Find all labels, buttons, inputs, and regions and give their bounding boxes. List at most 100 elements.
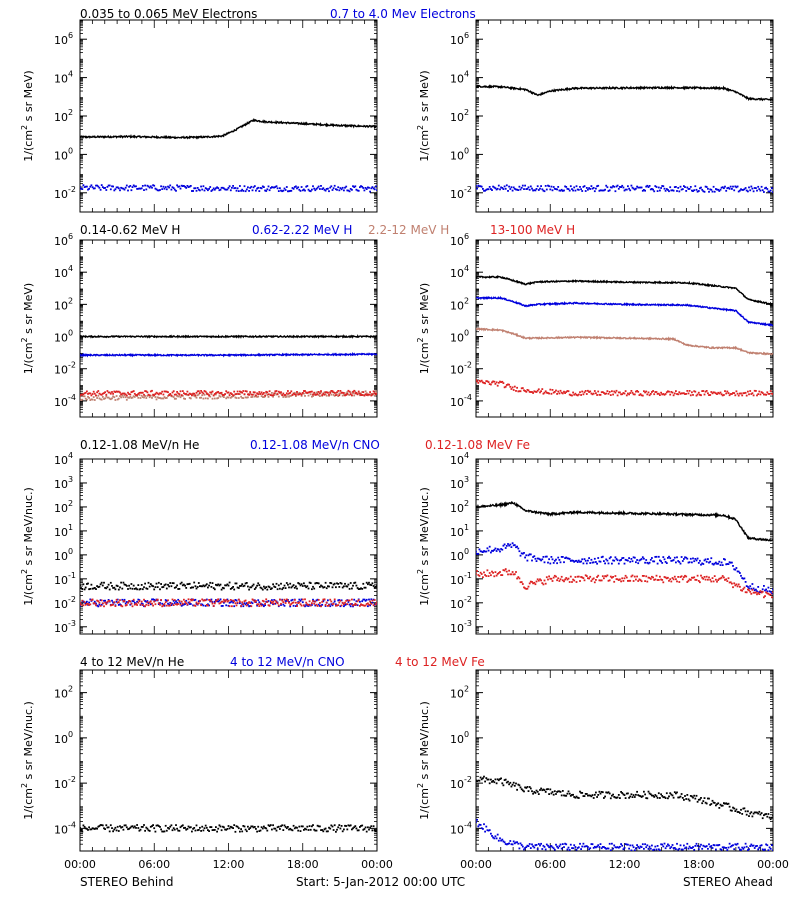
data-point (327, 585, 329, 588)
data-point (667, 189, 669, 191)
data-point (529, 580, 532, 583)
data-point (664, 561, 667, 563)
data-point (493, 186, 496, 189)
data-point (117, 397, 120, 400)
data-point (585, 393, 588, 395)
data-point (479, 380, 482, 383)
data-point (82, 600, 85, 603)
data-point (585, 793, 588, 795)
data-point (764, 589, 766, 592)
data-point (371, 829, 374, 832)
data-point (640, 186, 643, 189)
data-point (348, 824, 351, 827)
data-point (723, 187, 725, 190)
data-point (533, 189, 536, 192)
data-point (223, 396, 225, 398)
data-point (296, 604, 298, 606)
data-point (652, 794, 654, 797)
data-point (152, 585, 154, 588)
data-point (95, 588, 97, 590)
data-point (547, 788, 549, 790)
data-point (476, 780, 478, 782)
data-point (233, 605, 236, 608)
data-point (357, 189, 360, 192)
data-point (298, 601, 301, 604)
data-point (623, 392, 626, 395)
data-point (480, 778, 483, 781)
data-point (771, 392, 773, 395)
data-point (515, 841, 517, 844)
data-point (167, 583, 169, 586)
data-point (251, 396, 254, 398)
data-point (367, 393, 369, 396)
data-point (250, 185, 253, 188)
data-point (532, 392, 534, 394)
data-point (569, 394, 572, 397)
data-point (623, 794, 626, 796)
data-point (234, 582, 237, 585)
data-point (747, 190, 749, 193)
data-point (177, 185, 180, 188)
data-point (161, 830, 164, 833)
data-point (301, 392, 304, 394)
data-point (120, 396, 122, 399)
data-point (769, 818, 772, 821)
data-point (477, 574, 480, 576)
data-point (223, 587, 225, 590)
data-point (654, 578, 657, 581)
data-point (673, 392, 676, 395)
data-point (516, 841, 518, 844)
data-point (184, 398, 186, 400)
data-point (767, 586, 770, 589)
data-point (213, 588, 216, 591)
data-point (725, 578, 728, 581)
data-point (208, 584, 210, 587)
data-point (704, 578, 707, 581)
data-point (604, 393, 606, 395)
data-point (677, 187, 680, 189)
row-2-title-0-12-1-08-mev-fe: 0.12-1.08 MeV Fe (425, 438, 530, 452)
data-point (331, 603, 334, 606)
data-point (175, 393, 177, 396)
data-point (736, 811, 739, 813)
data-point (359, 186, 361, 189)
data-point (521, 583, 524, 585)
data-point (217, 583, 220, 586)
data-point (569, 575, 572, 578)
data-point (507, 543, 509, 545)
data-point (213, 188, 216, 191)
data-point (727, 802, 730, 805)
data-point (209, 395, 212, 398)
data-point (619, 186, 621, 188)
data-point (87, 395, 89, 398)
data-point (551, 558, 554, 561)
data-point (99, 604, 102, 607)
data-point (242, 390, 245, 392)
data-point (229, 189, 232, 192)
data-point (123, 394, 126, 397)
data-point (343, 603, 345, 605)
data-point (338, 392, 341, 395)
data-point (175, 600, 177, 602)
data-point (677, 796, 680, 799)
data-point (511, 386, 514, 389)
data-point (151, 825, 153, 827)
data-point (548, 793, 550, 795)
data-point (479, 571, 482, 574)
data-point (622, 186, 625, 189)
data-point (272, 186, 274, 189)
data-point (504, 778, 507, 781)
data-point (266, 391, 269, 394)
data-point (323, 391, 326, 394)
data-point (308, 600, 311, 603)
data-point (253, 185, 256, 187)
data-point (676, 556, 678, 559)
data-point (89, 588, 92, 590)
data-point (140, 826, 143, 828)
data-point (245, 396, 248, 399)
data-point (93, 602, 96, 605)
data-point (252, 599, 255, 602)
data-point (598, 579, 601, 582)
data-point (264, 587, 266, 590)
data-point (701, 390, 704, 392)
